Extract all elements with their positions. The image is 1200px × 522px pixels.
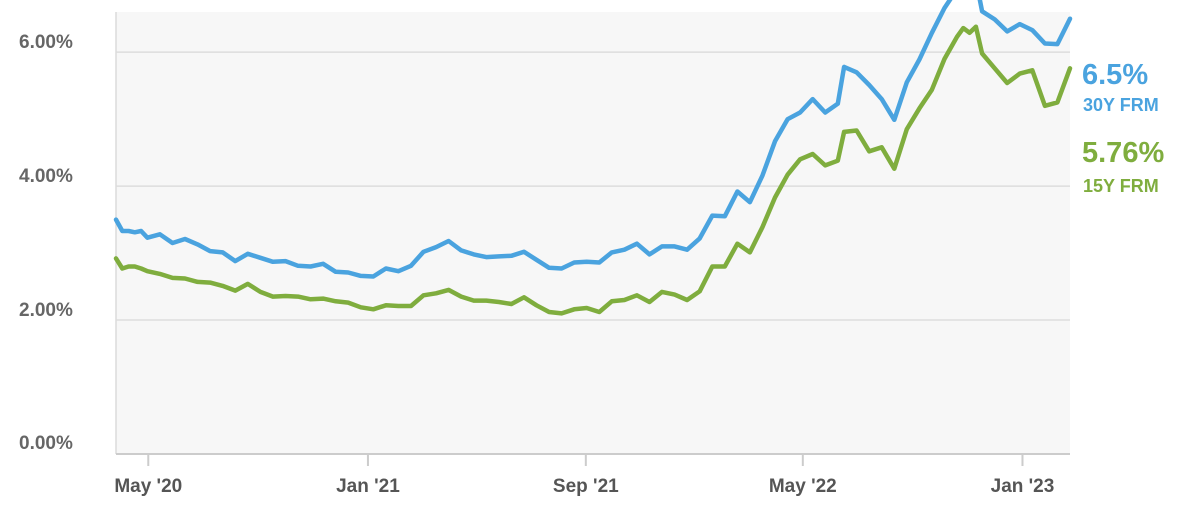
series-line-15y-frm xyxy=(113,24,1073,316)
y-tick-label: 4.00% xyxy=(19,166,73,187)
x-axis-ticks: May '20 Jan '21 Sep '21 May '22 Jan '23 xyxy=(114,454,1054,497)
series-line-30y-frm xyxy=(113,0,1073,279)
y-axis-ticks: 0.00% 2.00% 4.00% 6.00% xyxy=(19,32,73,454)
series-end-value: 6.5% xyxy=(1082,59,1148,91)
series-end-value: 5.76% xyxy=(1082,137,1164,169)
end-labels: 6.5% 30Y FRM 5.76% 15Y FRM xyxy=(1082,59,1164,196)
x-tick-label: Sep '21 xyxy=(553,476,619,497)
gridlines xyxy=(116,51,1070,321)
x-tick-label: May '22 xyxy=(769,476,837,497)
x-tick-label: Jan '21 xyxy=(336,476,400,497)
series-name-label: 30Y FRM xyxy=(1083,95,1159,115)
y-tick-label: 2.00% xyxy=(19,300,73,321)
series-name-label: 15Y FRM xyxy=(1083,176,1159,196)
y-tick-label: 6.00% xyxy=(19,32,73,53)
x-tick-label: May '20 xyxy=(114,476,182,497)
x-tick-label: Jan '23 xyxy=(991,476,1055,497)
y-tick-label: 0.00% xyxy=(19,433,73,454)
series-lines xyxy=(113,0,1073,316)
plot-background xyxy=(116,12,1070,454)
